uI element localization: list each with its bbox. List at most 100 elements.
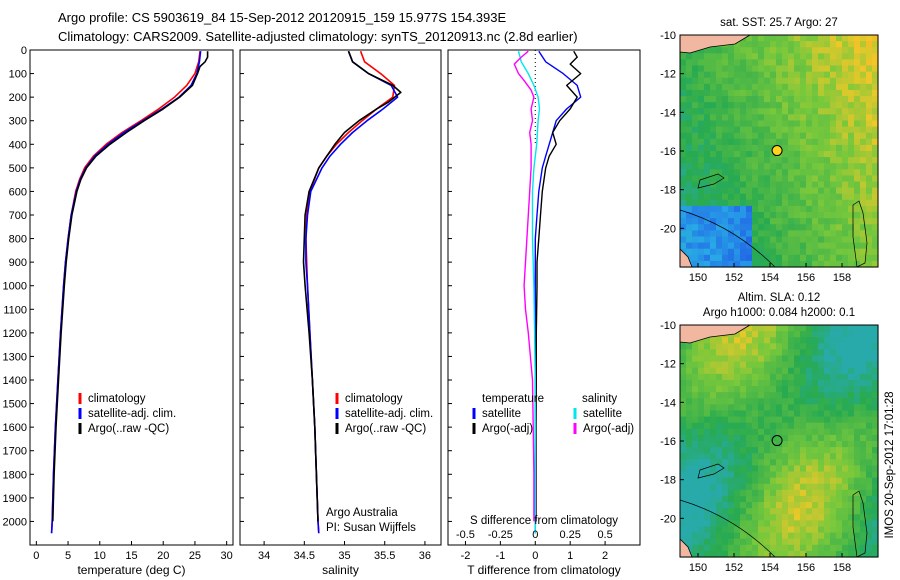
sst-map-cell: [704, 53, 711, 61]
sst-map-cell: [746, 96, 753, 103]
sla-map-cell: [824, 489, 831, 497]
sla-map-cell: [806, 520, 813, 528]
sst-map-cell: [710, 230, 717, 238]
sla-map-cell: [836, 355, 843, 363]
sla-map-cell: [788, 477, 795, 485]
sst-map-cell: [872, 120, 879, 128]
sst-map-cell: [716, 248, 723, 256]
sla-map-cell: [824, 422, 831, 430]
sla-map-cell: [794, 434, 801, 442]
sla-map-cell: [824, 514, 831, 521]
sla-map-cell: [806, 538, 813, 546]
sla-map-cell: [740, 447, 747, 454]
sla-map-cell: [692, 355, 699, 363]
sla-map-cell: [758, 514, 765, 521]
sla-map-cell: [842, 349, 849, 357]
sla-map-cell: [758, 453, 765, 460]
sst-map-cell: [710, 102, 717, 109]
sst-map-cell: [698, 218, 705, 225]
sla-map-cell: [848, 459, 855, 467]
sla-map-cell: [854, 416, 861, 424]
sst-map-cell: [794, 114, 801, 122]
sla-map-cell: [758, 386, 765, 393]
sla-map-cell: [746, 367, 753, 375]
sla-map-cell: [824, 337, 831, 344]
sla-map-cell: [782, 434, 789, 442]
sst-map-cell: [794, 77, 801, 85]
sst-map-cell: [860, 89, 867, 97]
sst-map-cell: [740, 83, 747, 91]
sla-map-cell: [854, 337, 861, 344]
sst-map-cell: [788, 230, 795, 238]
sst-map-cell: [788, 199, 795, 207]
sst-map-cell: [866, 169, 873, 177]
sst-map-cell: [860, 181, 867, 189]
sst-map-cell: [818, 59, 825, 67]
sst-map-cell: [854, 181, 861, 189]
sla-map-cell: [782, 471, 789, 479]
sla-map-cell: [872, 453, 879, 460]
sla-map-cell: [734, 337, 741, 344]
sla-map-cell: [836, 495, 843, 503]
sst-map-cell: [848, 218, 855, 225]
sla-map-cell: [734, 355, 741, 363]
sst-map-cell: [680, 77, 687, 85]
sst-map-cell: [824, 199, 831, 207]
sla-map-cell: [716, 434, 723, 442]
sla-map-cell: [812, 544, 819, 552]
sla-map-cell: [692, 489, 699, 497]
sla-map-cell: [764, 538, 771, 546]
sst-map-cell: [836, 205, 843, 213]
sla-map-cell: [830, 544, 837, 552]
sst-map-cell: [818, 236, 825, 244]
sst-map-cell: [698, 89, 705, 97]
sla-map-cell: [818, 379, 825, 387]
sst-map-cell: [806, 108, 813, 115]
sst-map-cell: [734, 199, 741, 207]
sst-map-cell: [734, 157, 741, 164]
sla-map-cell: [836, 441, 843, 448]
sst-map-cell: [812, 212, 819, 219]
sla-map-cell: [740, 483, 747, 491]
sla-map-cell: [866, 367, 873, 375]
sst-map-cell: [806, 71, 813, 79]
sla-map-cell: [698, 471, 705, 479]
sst-map-cell: [722, 193, 729, 201]
sst-map-cell: [794, 242, 801, 250]
sst-map-cell: [746, 77, 753, 85]
sla-map-cell: [866, 379, 873, 387]
sla-map-cell: [872, 337, 879, 344]
sst-map-cell: [860, 35, 867, 42]
sst-map-cell: [836, 114, 843, 122]
sst-map-cell: [836, 83, 843, 91]
sla-map-cell: [710, 361, 717, 369]
sst-map-cell: [758, 41, 765, 48]
sst-map-cell: [740, 175, 747, 183]
sla-map-cell: [728, 416, 735, 424]
sla-map-cell: [686, 373, 693, 381]
sla-map-cell: [704, 379, 711, 387]
sst-map-cell: [764, 163, 771, 170]
sla-map-cell: [692, 526, 699, 534]
sla-map-cell: [842, 392, 849, 399]
sst-map-cell: [698, 199, 705, 207]
sla-map-cell: [770, 483, 777, 491]
sst-map-cell: [854, 41, 861, 48]
sla-map-cell: [812, 325, 819, 332]
sla-map-cell: [776, 483, 783, 491]
sst-map-cell: [782, 138, 789, 146]
sst-map-cell: [842, 83, 849, 91]
sst-map-cell: [710, 144, 717, 152]
sst-map-cell: [776, 187, 783, 195]
sla-map-cell: [788, 453, 795, 460]
sst-map-cell: [704, 181, 711, 189]
sst-map-cell: [866, 120, 873, 128]
sst-map-cell: [806, 242, 813, 250]
sla-map-cell: [704, 416, 711, 424]
sla-map-cell: [680, 367, 687, 375]
sla-map-cell: [758, 404, 765, 412]
sla-map-cell: [722, 434, 729, 442]
sla-map-cell: [836, 404, 843, 412]
sst-map-cell: [758, 169, 765, 177]
sla-map-cell: [758, 434, 765, 442]
